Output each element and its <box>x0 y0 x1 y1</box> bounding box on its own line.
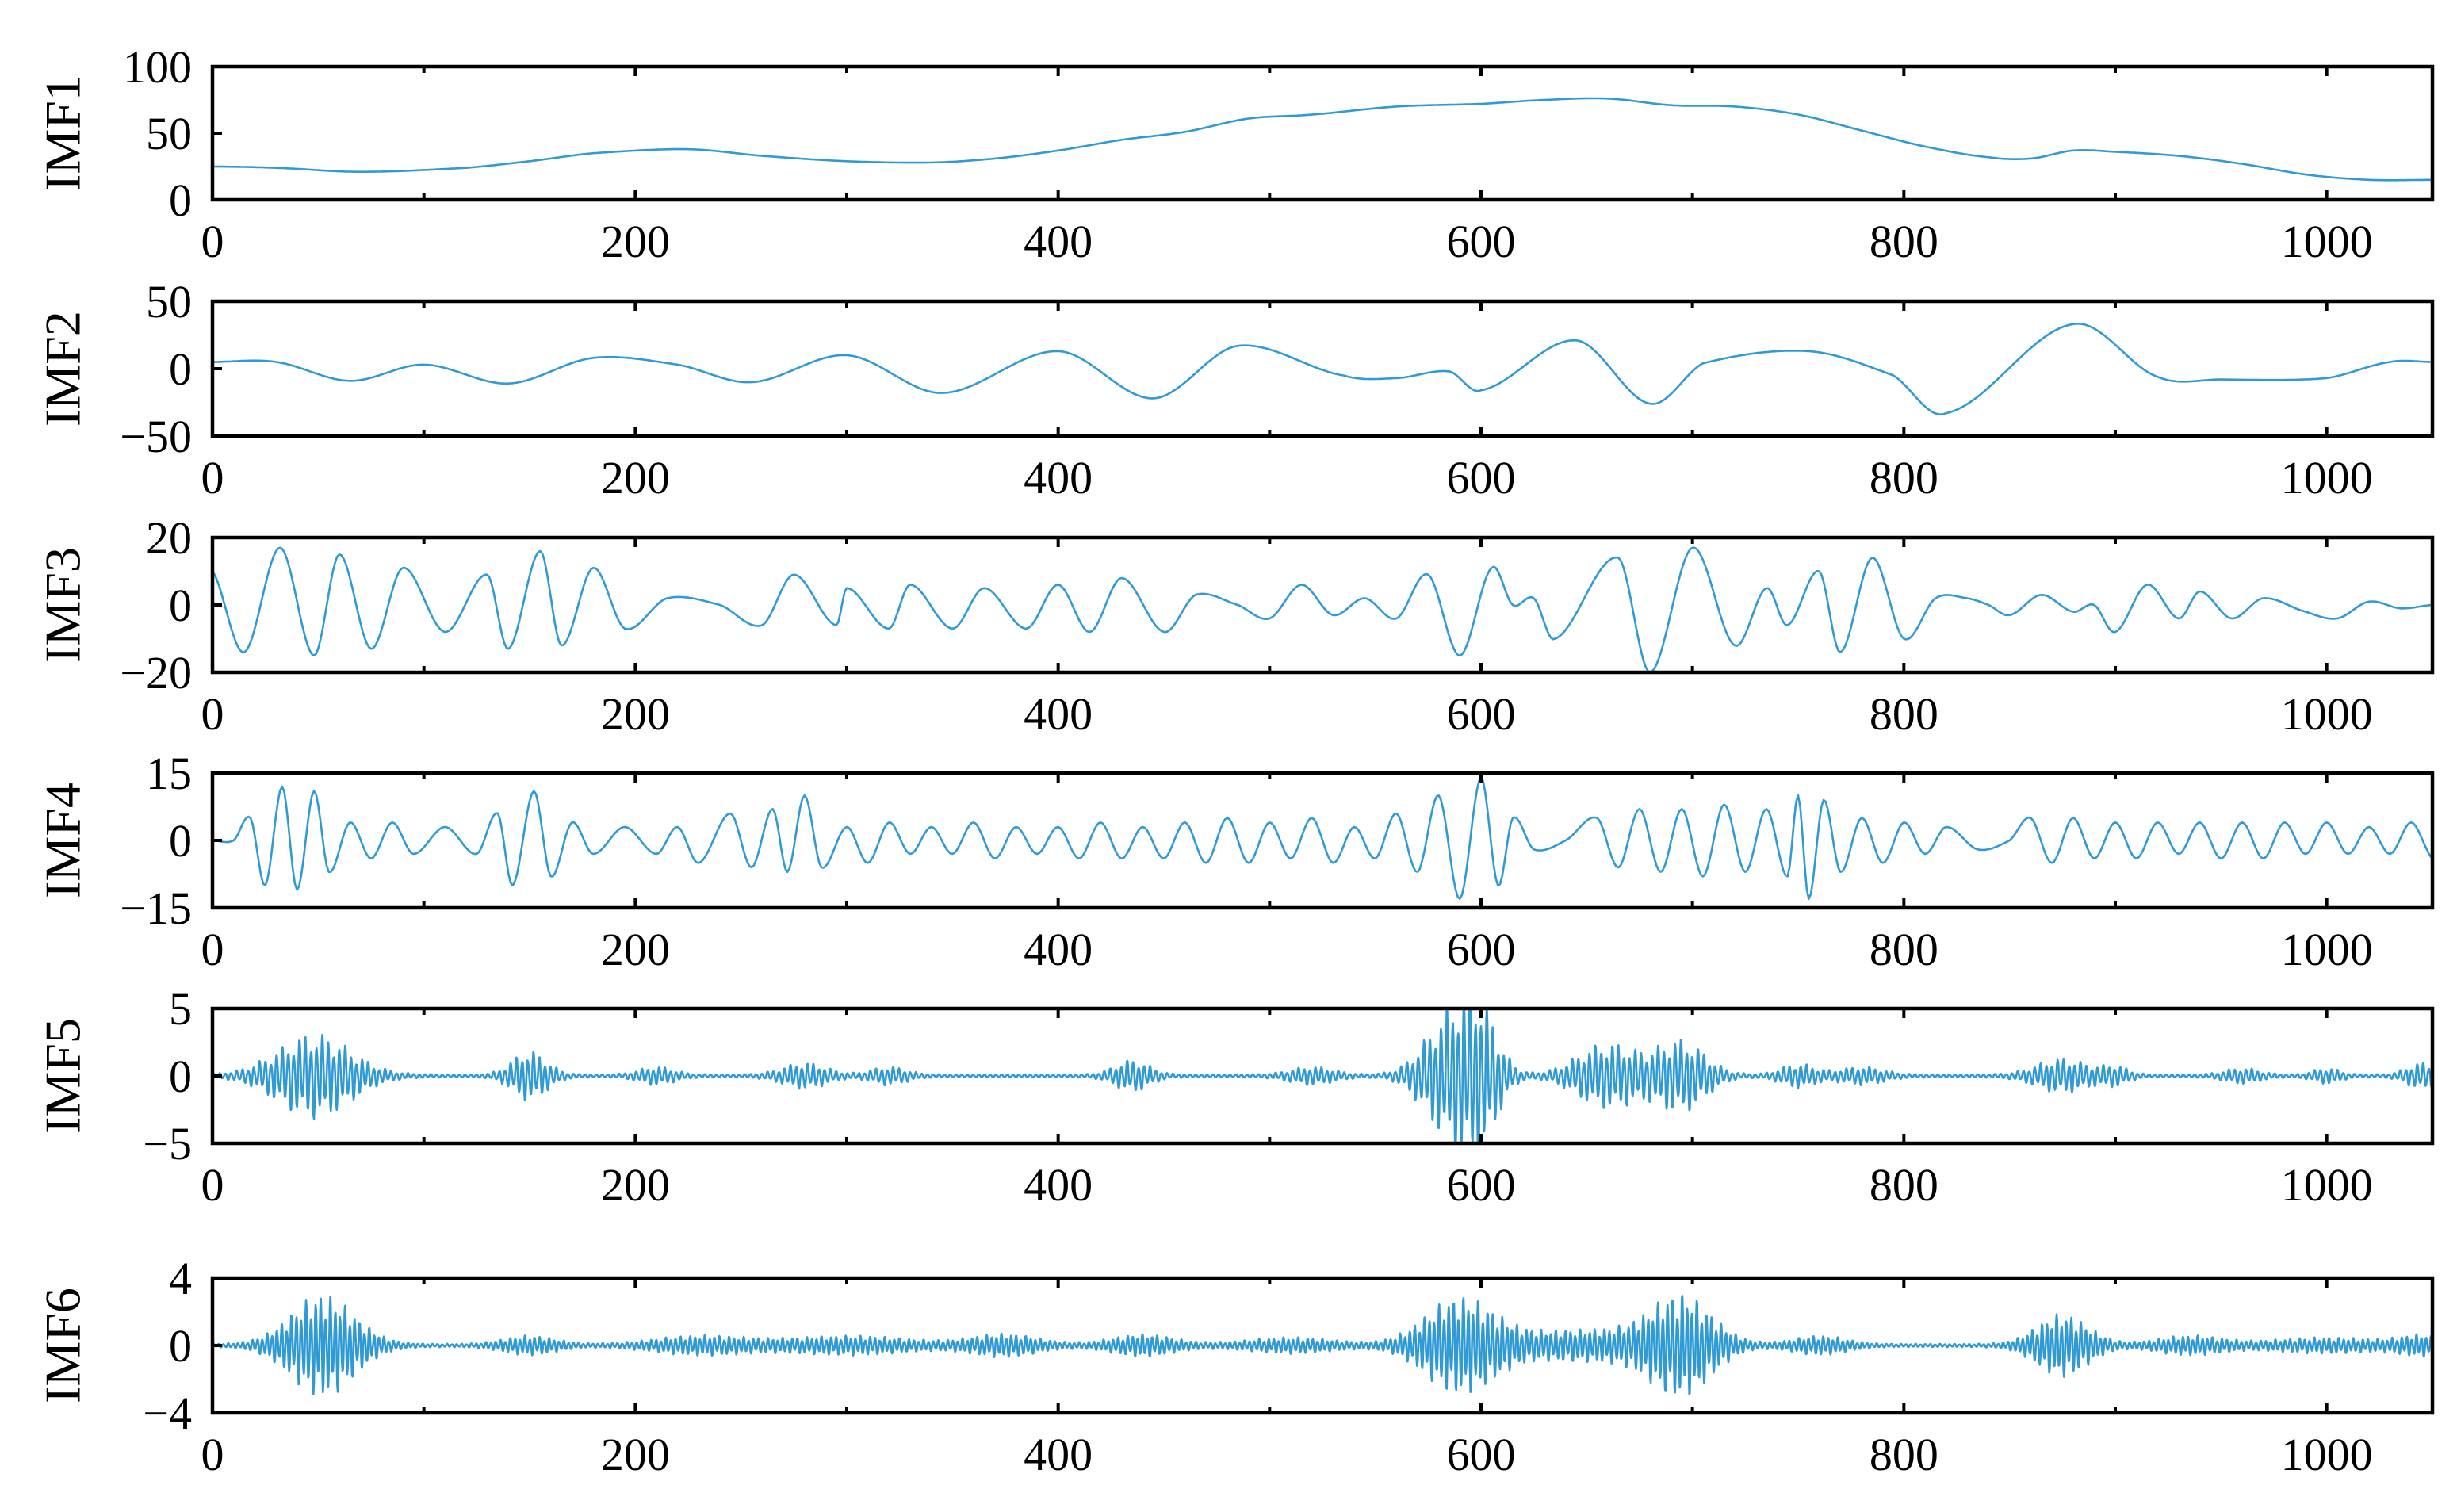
x-tick-label: 1000 <box>2281 1159 2373 1211</box>
y-tick-label: 15 <box>146 748 192 799</box>
x-tick-label: 200 <box>601 1429 670 1480</box>
x-tick-label: 800 <box>1870 924 1938 975</box>
y-tick-label: 0 <box>169 815 192 867</box>
x-tick-label: 1000 <box>2281 924 2373 975</box>
plot-frame <box>210 64 2435 202</box>
panel-imf1: 0 200 400 600 800 1000 0 50 100 IMF1 <box>35 41 2435 267</box>
panel-label: IMF3 <box>35 547 91 663</box>
y-tick-label: 50 <box>146 276 192 327</box>
x-tick-label: 400 <box>1024 688 1093 740</box>
y-tick-label: 100 <box>123 41 192 93</box>
y-tick-label: −20 <box>120 647 192 699</box>
y-tick-label: 0 <box>169 174 192 226</box>
x-tick-label: 0 <box>201 924 224 975</box>
y-tick-label: 0 <box>169 343 192 395</box>
x-tick-label: 800 <box>1870 1429 1938 1480</box>
x-tick-label: 400 <box>1024 924 1093 975</box>
panel-label: IMF1 <box>35 75 91 191</box>
x-tick-label: 1000 <box>2281 688 2373 740</box>
x-tick-label: 400 <box>1024 452 1093 503</box>
x-tick-label: 200 <box>601 216 670 267</box>
y-tick-label: 0 <box>169 1051 192 1102</box>
series-line-imf3 <box>212 546 2432 672</box>
series-line-imf5 <box>212 1009 2432 1143</box>
x-tick-label: 400 <box>1024 216 1093 267</box>
series-line-imf4 <box>212 776 2432 900</box>
x-tick-label: 600 <box>1447 216 1516 267</box>
x-tick-label: 1000 <box>2281 1429 2373 1480</box>
y-tick-label: 50 <box>146 108 192 159</box>
x-tick-label: 0 <box>201 688 224 740</box>
series-line-imf6 <box>212 1295 2432 1395</box>
y-tick-label: −4 <box>143 1388 192 1439</box>
y-tick-label: 5 <box>169 983 192 1035</box>
x-tick-label: 400 <box>1024 1159 1093 1211</box>
x-tick-label: 800 <box>1870 452 1938 503</box>
x-tick-label: 200 <box>601 688 670 740</box>
x-tick-label: 200 <box>601 924 670 975</box>
y-tick-label: 0 <box>169 1320 192 1372</box>
x-tick-label: 1000 <box>2281 452 2373 503</box>
panel-label: IMF5 <box>35 1018 91 1134</box>
panel-label: IMF4 <box>35 783 91 898</box>
panel-label: IMF2 <box>35 311 91 427</box>
x-tick-label: 1000 <box>2281 216 2373 267</box>
x-tick-label: 800 <box>1870 216 1938 267</box>
y-tick-label: 4 <box>169 1253 192 1304</box>
plot-frame <box>210 299 2435 438</box>
x-tick-label: 800 <box>1870 688 1938 740</box>
x-tick-label: 0 <box>201 1429 224 1480</box>
x-tick-label: 600 <box>1447 452 1516 503</box>
x-tick-label: 0 <box>201 216 224 267</box>
y-tick-label: −50 <box>120 411 192 462</box>
series-line-imf1 <box>212 97 2432 182</box>
panel-label: IMF6 <box>35 1288 91 1403</box>
x-tick-label: 0 <box>201 452 224 503</box>
x-tick-label: 400 <box>1024 1429 1093 1480</box>
x-tick-label: 0 <box>201 1159 224 1211</box>
x-tick-label: 600 <box>1447 688 1516 740</box>
y-tick-label: −15 <box>120 882 192 934</box>
x-tick-label: 600 <box>1447 1159 1516 1211</box>
x-tick-label: 200 <box>601 1159 670 1211</box>
y-tick-label: 0 <box>169 580 192 631</box>
x-tick-label: 800 <box>1870 1159 1938 1211</box>
x-tick-label: 600 <box>1447 1429 1516 1480</box>
y-tick-label: 20 <box>146 512 192 564</box>
y-tick-label: −5 <box>143 1118 192 1169</box>
x-tick-label: 200 <box>601 452 670 503</box>
series-line-imf2 <box>212 323 2432 415</box>
x-tick-label: 600 <box>1447 924 1516 975</box>
